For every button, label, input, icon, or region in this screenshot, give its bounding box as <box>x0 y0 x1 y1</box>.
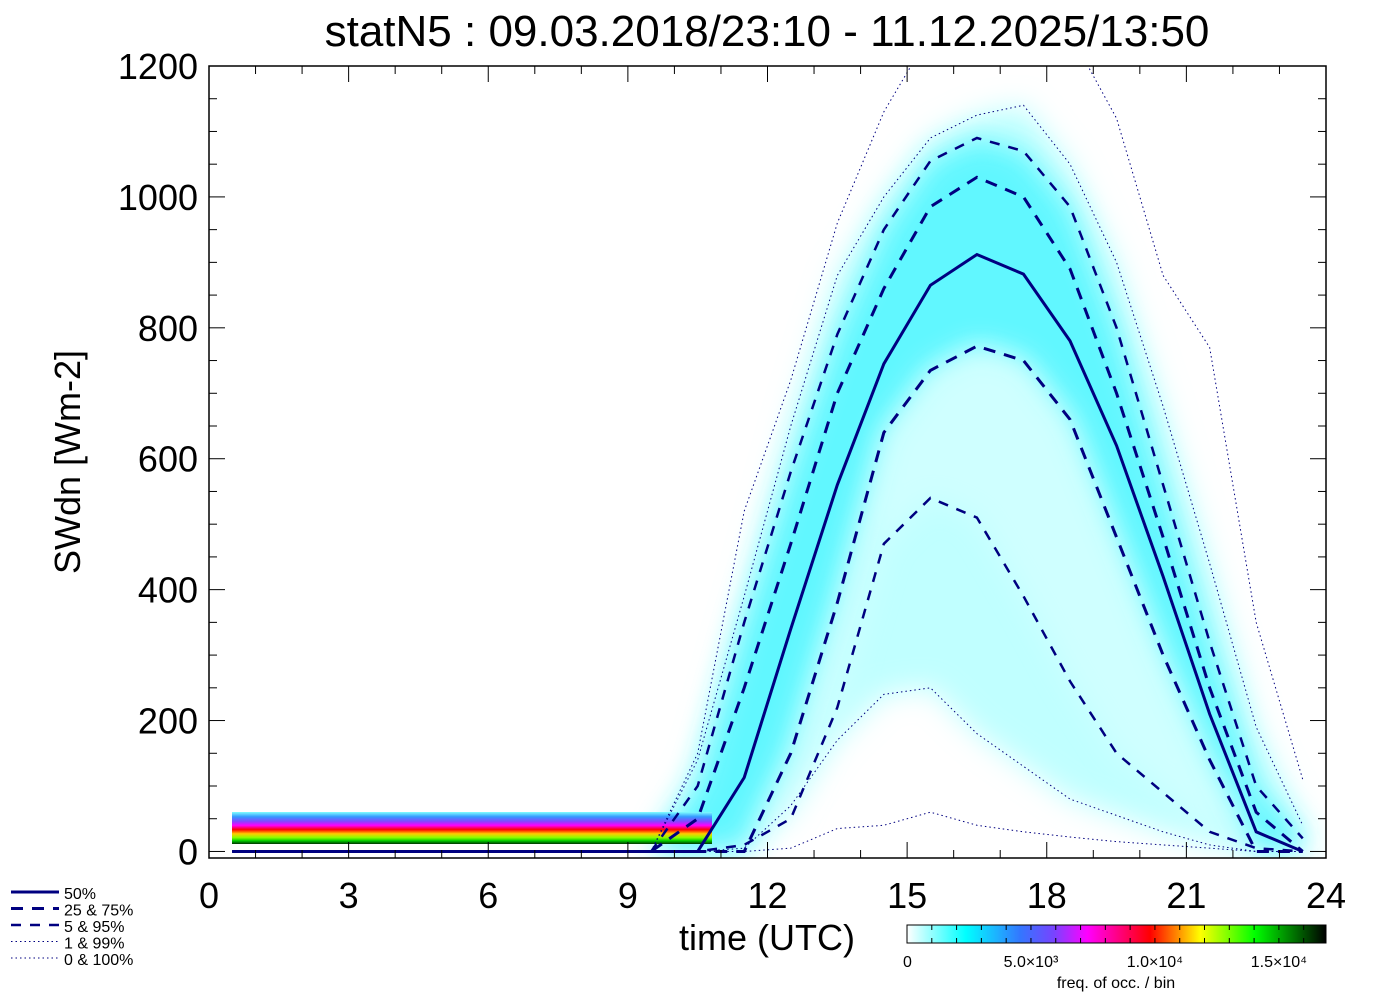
x-tick-label: 12 <box>747 875 787 916</box>
x-tick-label: 24 <box>1306 875 1346 916</box>
y-tick-label: 200 <box>138 701 198 742</box>
x-tick-label: 6 <box>478 875 498 916</box>
frequency-heatmap <box>651 105 1303 852</box>
legend-label: 0 & 100% <box>64 952 133 969</box>
colorbar-tick-label: 5.0×10³ <box>1004 954 1059 971</box>
chart-title: statN5 : 09.03.2018/23:10 - 11.12.2025/1… <box>325 7 1210 56</box>
heatmap-lower-band <box>651 346 1303 852</box>
y-tick-label: 1200 <box>118 46 198 87</box>
y-tick-label: 1000 <box>118 177 198 218</box>
x-tick-label: 3 <box>339 875 359 916</box>
x-tick-label: 18 <box>1027 875 1067 916</box>
legend: 50%25 & 75%5 & 95%1 & 99%0 & 100% <box>11 886 133 969</box>
y-tick-label: 800 <box>138 308 198 349</box>
colorbar-tick-label: 1.0×10⁴ <box>1127 954 1183 971</box>
legend-label: 25 & 75% <box>64 903 133 920</box>
series-line-1pct <box>232 687 1303 852</box>
x-tick-label: 9 <box>618 875 638 916</box>
legend-label: 5 & 95% <box>64 919 124 936</box>
legend-label: 50% <box>64 886 96 903</box>
series-line-95pct <box>232 136 1304 853</box>
x-tick-label: 0 <box>199 875 219 916</box>
colorbar: 0 5.0×10³ 1.0×10⁴ 1.5×10⁴ freq. of occ. / b… <box>903 924 1327 992</box>
y-tick-label: 400 <box>138 570 198 611</box>
axes: 0 3 6 9 12 15 18 21 24 0 200 400 600 800 1000 1200 <box>118 46 1346 916</box>
series-line-99pct <box>232 104 1304 852</box>
legend-label: 1 & 99% <box>64 936 124 953</box>
colorbar-label: freq. of occ. / bin <box>1057 975 1175 992</box>
colorbar-gradient <box>906 924 1327 944</box>
y-axis-label: SWdn [Wm-2] <box>47 350 88 574</box>
colorbar-tick-label: 0 <box>903 954 912 971</box>
percentile-lines <box>232 66 1304 853</box>
night-frequency-band <box>232 812 712 844</box>
x-axis-label: time (UTC) <box>679 917 855 958</box>
plot-frame <box>208 65 1327 859</box>
y-tick-label: 0 <box>178 831 198 872</box>
x-tick-label: 21 <box>1166 875 1206 916</box>
x-tick-label: 15 <box>887 875 927 916</box>
colorbar-tick-label: 1.5×10⁴ <box>1251 954 1307 971</box>
series-line-0pct <box>232 811 1303 852</box>
y-tick-label: 600 <box>138 439 198 480</box>
